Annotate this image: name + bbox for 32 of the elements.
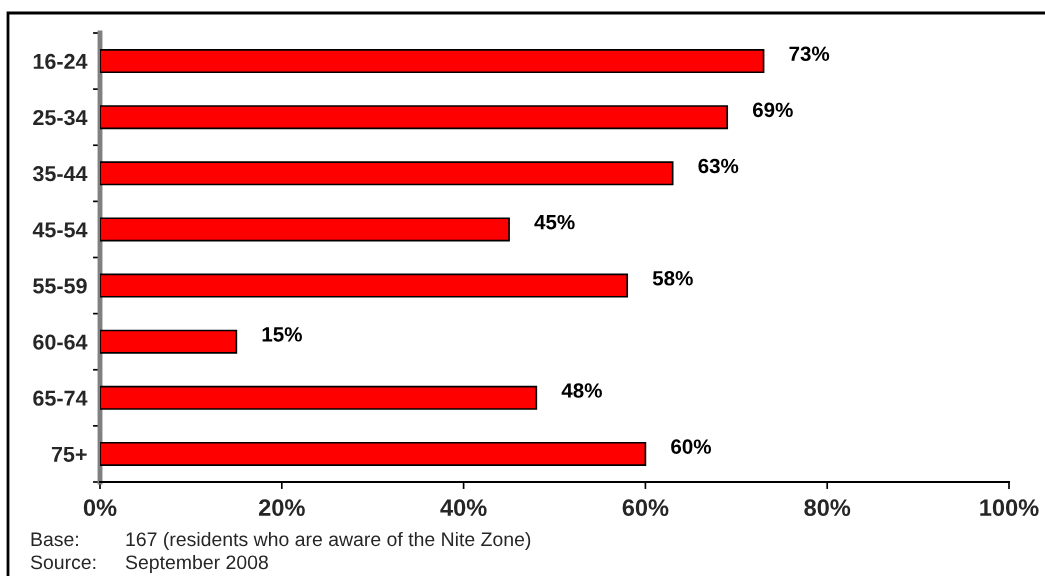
x-tick-label: 80% xyxy=(804,499,851,517)
x-tick-label: 60% xyxy=(622,499,669,517)
y-tick-label: 55-59 xyxy=(33,278,87,294)
y-tick-label: 75+ xyxy=(51,446,87,462)
data-label: 69% xyxy=(752,102,793,118)
bar xyxy=(100,441,647,466)
y-tick-label: 35-44 xyxy=(32,166,88,182)
text: Source: September 2008 xyxy=(30,554,268,574)
bar xyxy=(100,329,238,354)
data-label: 73% xyxy=(789,46,830,62)
x-tick-label: 20% xyxy=(258,499,305,517)
x-tick-label: 0% xyxy=(83,499,117,517)
bar xyxy=(100,385,538,410)
data-label: 60% xyxy=(671,439,711,454)
y-tick-label: 45-54 xyxy=(32,222,88,238)
x-tick-label: 100% xyxy=(980,499,1039,517)
y-tick-label: 16-24 xyxy=(33,53,88,70)
bar xyxy=(100,49,765,74)
data-label: 15% xyxy=(262,327,302,342)
y-tick-label: 25-34 xyxy=(33,109,88,126)
text: Base: 167 (residents who are aware of the Nite Zone) xyxy=(31,531,531,551)
x-tick-label: 40% xyxy=(440,499,487,517)
data-label: 58% xyxy=(652,270,693,286)
y-tick-label: 60-64 xyxy=(33,334,88,350)
bar xyxy=(100,161,674,186)
data-label: 63% xyxy=(698,158,739,174)
bar xyxy=(100,273,629,298)
data-label: 48% xyxy=(561,383,602,398)
bar xyxy=(100,217,510,242)
bar xyxy=(100,105,729,130)
y-tick-label: 65-74 xyxy=(33,390,88,406)
data-label: 45% xyxy=(534,214,575,230)
